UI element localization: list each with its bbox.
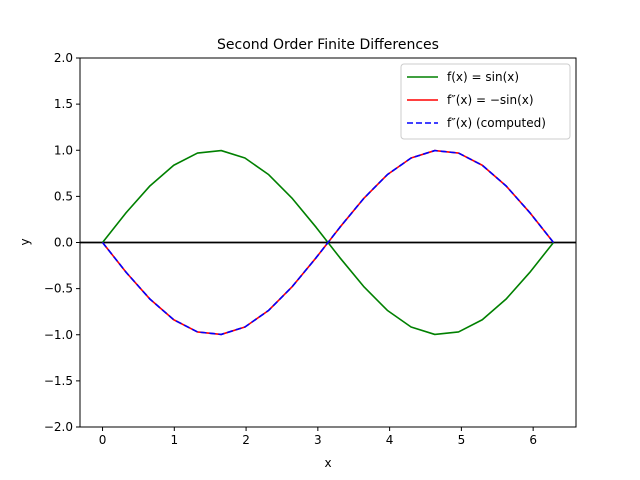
x-tick-label: 0: [99, 433, 107, 447]
y-tick-label: 1.5: [54, 97, 73, 111]
x-axis-label: x: [324, 456, 331, 470]
y-tick-label: −1.0: [44, 328, 73, 342]
legend-label-3: f″(x) (computed): [447, 116, 546, 130]
x-tick-label: 4: [386, 433, 394, 447]
legend-label-2: f″(x) = −sin(x): [447, 93, 534, 107]
x-tick-label: 2: [242, 433, 250, 447]
y-tick-label: −0.5: [44, 282, 73, 296]
y-tick-label: −2.0: [44, 420, 73, 434]
legend: f(x) = sin(x) f″(x) = −sin(x) f″(x) (compu…: [400, 63, 571, 140]
x-tick-label: 3: [314, 433, 322, 447]
y-tick-label: 1.0: [54, 143, 73, 157]
legend-label-1: f(x) = sin(x): [447, 70, 519, 84]
x-tick-label: 1: [170, 433, 178, 447]
x-tick-label: 6: [529, 433, 537, 447]
legend-box: [400, 63, 571, 140]
y-axis-label: y: [18, 238, 32, 245]
x-tick-label: 5: [458, 433, 466, 447]
y-tick-label: −1.5: [44, 374, 73, 388]
y-tick-label: 0.0: [54, 236, 73, 250]
chart-title: Second Order Finite Differences: [217, 37, 439, 53]
plot-area: [80, 149, 576, 336]
series-line-3: [101, 149, 555, 336]
x-axis-ticks: 0 1 2 3 4 5 6: [99, 427, 537, 447]
y-tick-label: 2.0: [54, 51, 73, 65]
y-tick-label: 0.5: [54, 189, 73, 203]
y-axis-ticks: −2.0 −1.5 −1.0 −0.5 0.0 0.5 1.0 1.5 2.0: [44, 51, 80, 434]
